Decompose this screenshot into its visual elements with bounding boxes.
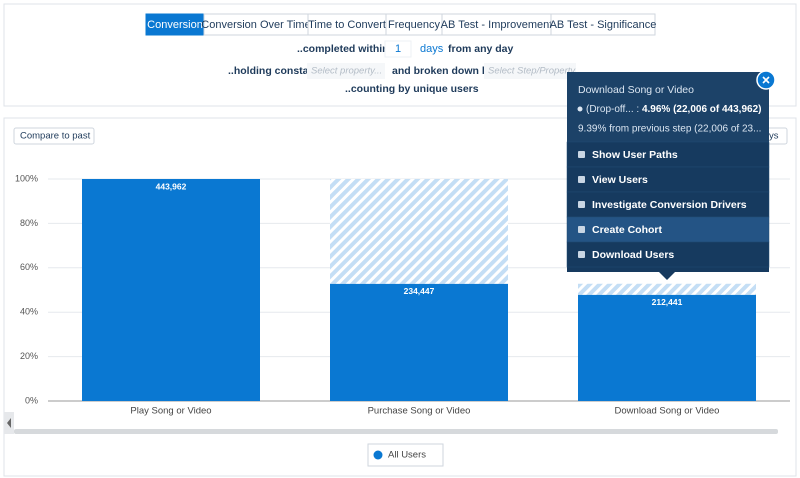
menu-label[interactable]: Investigate Conversion Drivers (592, 199, 747, 211)
bar (330, 283, 508, 401)
bar (578, 294, 756, 401)
x-tick-label: Play Song or Video (130, 406, 211, 417)
menu-label[interactable]: Show User Paths (592, 149, 678, 161)
range-button-label[interactable]: ys (769, 131, 779, 142)
tab-label[interactable]: AB Test - Improvement (441, 19, 553, 31)
tab-label[interactable]: Time to Convert (308, 19, 386, 31)
menu-icon (578, 201, 585, 208)
control-label: ..completed within (297, 43, 389, 55)
tab-label[interactable]: AB Test - Significance (550, 19, 657, 31)
menu-label[interactable]: Download Users (592, 249, 674, 261)
menu-item[interactable] (566, 241, 770, 268)
menu-icon (578, 176, 585, 183)
bar (82, 179, 260, 401)
y-tick-label: 0% (25, 395, 38, 405)
menu-icon (578, 251, 585, 258)
menu-icon (578, 151, 585, 158)
unit[interactable]: days (420, 43, 444, 55)
menu-item[interactable] (566, 166, 770, 193)
control-label: and broken down by (392, 65, 494, 77)
tooltip-title: Download Song or Video (578, 84, 694, 96)
legend-label: All Users (388, 450, 426, 461)
menu-item[interactable] (566, 191, 770, 218)
y-tick-label: 60% (20, 262, 38, 272)
tooltip-dropoff: (Drop-off... : 4.96% (22,006 of 443,962) (586, 104, 761, 115)
dropoff-label: (Drop-off... : (586, 104, 642, 115)
y-tick-label: 100% (15, 173, 38, 183)
dropoff-value: 4.96% (22,006 of 443,962) (642, 104, 762, 115)
select-placeholder[interactable]: Select property... (311, 66, 382, 77)
y-tick-label: 20% (20, 351, 38, 361)
compare-button-label[interactable]: Compare to past (20, 131, 91, 142)
control-label: from any day (448, 43, 514, 55)
tooltip-pointer (659, 272, 675, 280)
tab-label[interactable]: Frequency (388, 19, 440, 31)
control-label: ..counting by unique users (345, 83, 479, 95)
menu-item[interactable] (566, 141, 770, 168)
y-tick-label: 80% (20, 218, 38, 228)
compare-button[interactable] (13, 127, 95, 145)
y-tick-label: 40% (20, 307, 38, 317)
legend-swatch (373, 450, 383, 460)
tab-label[interactable]: Conversion (147, 19, 203, 31)
menu-label[interactable]: Create Cohort (592, 224, 663, 236)
menu-item[interactable] (566, 216, 770, 243)
tooltip-previous: 9.39% from previous step (22,006 of 23..… (578, 124, 761, 135)
bar-label: 212,441 (652, 297, 683, 307)
x-tick-label: Purchase Song or Video (368, 406, 471, 417)
legend[interactable] (367, 443, 444, 467)
tab-label[interactable]: Conversion Over Time (201, 19, 310, 31)
menu-label[interactable]: View Users (592, 174, 648, 186)
select-placeholder[interactable]: Select Step/Property (488, 66, 576, 77)
control-label: ..holding constant (228, 65, 319, 77)
bar-label: 443,962 (156, 181, 187, 191)
dropoff-bar (578, 283, 756, 295)
menu-icon (578, 226, 585, 233)
tooltip-dot (577, 106, 583, 112)
tab[interactable] (550, 13, 656, 36)
x-tick-label: Download Song or Video (615, 406, 720, 417)
bar-label: 234,447 (404, 286, 435, 296)
close-icon (762, 76, 770, 84)
input-value[interactable]: 1 (395, 43, 401, 55)
dropoff-bar (330, 179, 508, 284)
scroll-arrow (7, 418, 11, 428)
scroll-track[interactable] (14, 429, 778, 434)
input[interactable] (384, 40, 412, 58)
tooltip-header (567, 72, 769, 142)
select[interactable] (484, 63, 576, 79)
select[interactable] (307, 63, 385, 79)
